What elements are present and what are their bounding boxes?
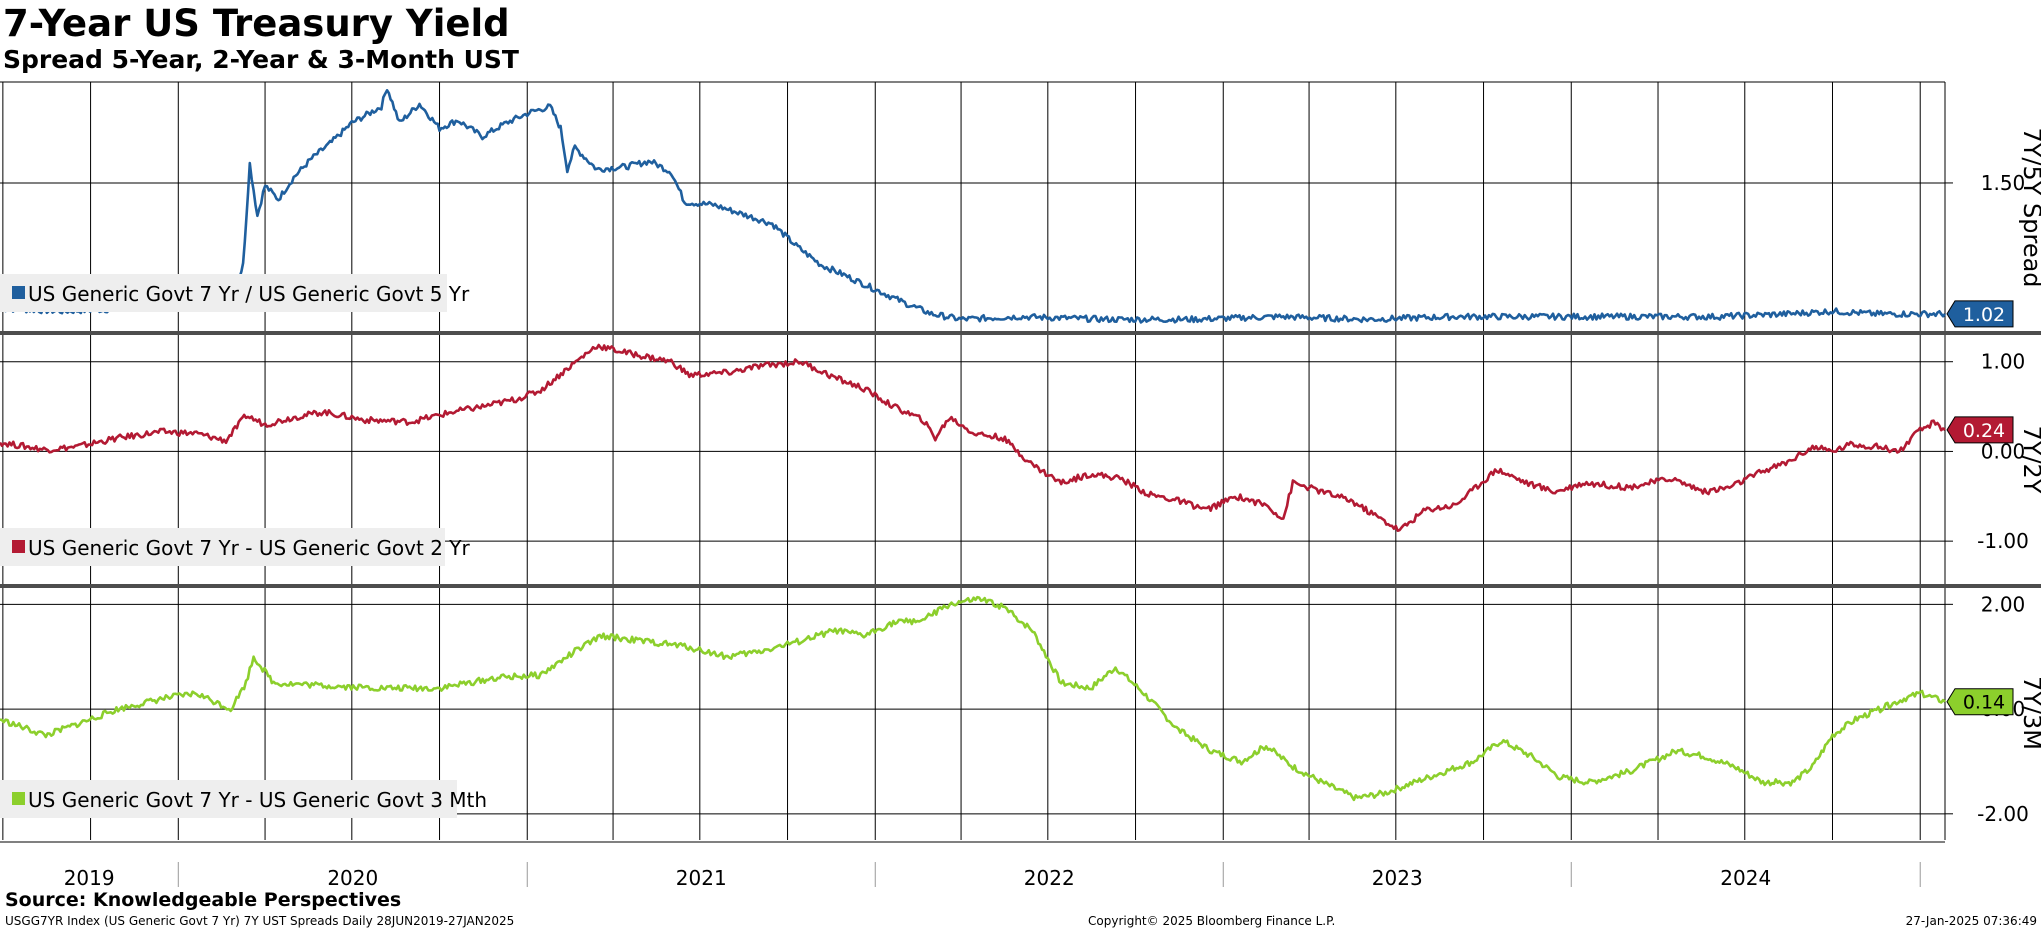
y-tick-label: 0.00 [1981,439,2026,463]
panel-divider [0,584,1945,588]
series-line [0,89,1947,324]
legend-swatch [12,792,25,805]
legend-label: US Generic Govt 7 Yr / US Generic Govt 5… [28,282,470,306]
y-tick-label: -2.00 [1977,802,2029,826]
legend-background [0,528,445,566]
last-value-label: 0.24 [1963,420,2005,442]
chart-title: 7-Year US Treasury Yield [3,2,510,45]
legend-background [0,274,447,312]
series-line [0,343,1946,532]
y-axis-title: 7Y/5Y Spread [2018,127,2041,287]
y-tick-label: 2.00 [1981,592,2026,616]
last-value-tag: 1.02 [1946,300,2014,328]
x-tick-label: 2024 [1720,866,1771,890]
timestamp: 27-Jan-2025 07:36:49 [1905,914,2037,928]
legend-background [0,780,457,818]
y-axis-title: 7Y/3M [2018,676,2041,750]
x-tick-label: 2023 [1372,866,1423,890]
x-tick-label: 2019 [64,866,115,890]
last-value-badge [1946,688,2014,716]
copyright-note: Copyright© 2025 Bloomberg Finance L.P. [1088,914,1336,928]
last-value-label: 1.02 [1963,304,2005,326]
y-tick-label: 1.00 [1981,350,2026,374]
chart-subtitle: Spread 5-Year, 2-Year & 3-Month UST [3,45,519,74]
y-tick-label: -1.00 [1977,529,2029,553]
x-tick-label: 2022 [1024,866,1075,890]
y-tick-label: 1.50 [1981,171,2026,195]
last-value-tag: 0.24 [1946,416,2014,444]
ticker-info: USGG7YR Index (US Generic Govt 7 Yr) 7Y … [5,914,515,928]
last-value-label: 0.14 [1963,692,2005,714]
source-note: Source: Knowledgeable Perspectives [5,889,402,911]
y-axis-title: 7Y/2Y [2018,426,2041,494]
last-value-badge [1946,416,2014,444]
legend: US Generic Govt 7 Yr / US Generic Govt 5… [0,274,470,312]
last-value-badge [1946,300,2014,328]
panel-divider [0,331,1945,335]
last-value-tag: 0.14 [1946,688,2014,716]
legend-swatch [12,286,25,299]
legend-label: US Generic Govt 7 Yr - US Generic Govt 2… [28,536,471,560]
x-tick-label: 2020 [327,866,378,890]
legend-label: US Generic Govt 7 Yr - US Generic Govt 3… [28,788,487,812]
legend-swatch [12,540,25,553]
legend: US Generic Govt 7 Yr - US Generic Govt 3… [0,780,487,818]
legend: US Generic Govt 7 Yr - US Generic Govt 2… [0,528,471,566]
series-line [0,595,1946,802]
x-tick-label: 2021 [676,866,727,890]
